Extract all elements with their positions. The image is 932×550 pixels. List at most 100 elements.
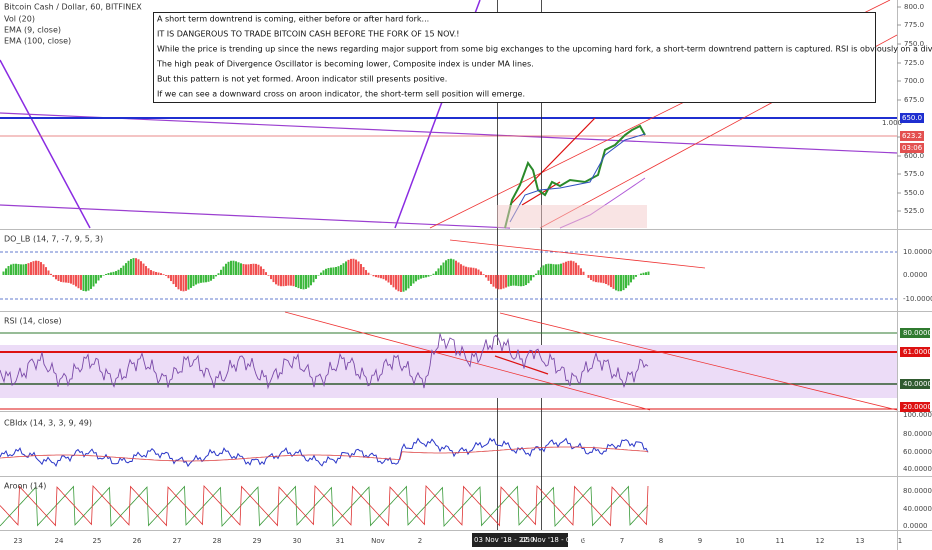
oscillator-bar [407, 275, 410, 289]
oscillator-bar [227, 261, 230, 275]
oscillator-bar [527, 275, 530, 284]
oscillator-bar [467, 267, 470, 275]
oscillator-bar [275, 275, 277, 285]
oscillator-bar [90, 275, 92, 289]
annotation-line: If we can see a downward cross on aroon … [157, 90, 525, 99]
oscillator-bar [190, 275, 192, 288]
cbidx-drawings [0, 437, 649, 468]
oscillator-bar [547, 263, 550, 275]
oscillator-bar [562, 262, 565, 275]
oscillator-bar [127, 260, 130, 275]
price-tick-label: 600.0 [904, 152, 924, 160]
oscillator-bar [622, 275, 625, 291]
oscillator-bar [347, 259, 350, 275]
oscillator-bar [340, 264, 342, 275]
oscillator-bar [100, 275, 102, 278]
oscillator-bar [107, 273, 110, 275]
time-range-end: 05 Nov '18 - 01:00 [521, 536, 586, 544]
oscillator-bar [587, 275, 590, 278]
oscillator-bar [147, 268, 150, 275]
price-tag-label: 03:06 [902, 144, 923, 152]
price-tick-label: 750.0 [904, 40, 924, 48]
oscillator-bar [435, 271, 437, 275]
oscillator-bar [382, 275, 385, 280]
oscillator-bar [492, 275, 495, 287]
oscillator-bar [570, 260, 572, 275]
oscillator-bar [535, 273, 537, 275]
oscillator-bar [105, 273, 107, 275]
price-tick-label: 550.0 [904, 189, 924, 197]
aroon-drawings [0, 485, 649, 527]
oscillator-bar [47, 270, 50, 275]
oscillator-bar [50, 273, 52, 275]
oscillator-bar [175, 275, 177, 287]
oscillator-bar [45, 267, 47, 275]
oscillator-bar [172, 275, 175, 285]
do-drawings [0, 239, 897, 300]
oscillator-bar [272, 275, 275, 283]
oscillator-bar [625, 275, 627, 289]
oscillator-bar [200, 275, 202, 283]
oscillator-bar [590, 275, 592, 281]
oscillator-bar [12, 263, 15, 275]
price-tick-label: 725.0 [904, 59, 924, 67]
time-tick-label: 12 [816, 537, 825, 545]
price-tick-label: 775.0 [904, 21, 924, 29]
oscillator-bar [615, 275, 617, 291]
oscillator-bar [572, 261, 575, 275]
oscillator-bar [17, 264, 20, 275]
annotation-line: IT IS DANGEROUS TO TRADE BITCOIN CASH BE… [157, 30, 459, 39]
oscillator-bar [37, 260, 40, 275]
oscillator-bar [607, 275, 610, 286]
oscillator-bar [150, 270, 152, 275]
oscillator-bar [470, 267, 472, 275]
oscillator-bar [130, 259, 132, 275]
oscillator-bar [57, 275, 60, 281]
time-tick-label: 26 [133, 537, 142, 545]
rsi-drawings [0, 311, 898, 411]
oscillator-bar [325, 268, 327, 275]
oscillator-bar [362, 267, 365, 275]
time-tick-label: 6 [581, 537, 586, 545]
oscillator-bar [327, 267, 330, 275]
oscillator-bar [567, 260, 570, 275]
price-tick-label: 800.0 [904, 3, 924, 11]
level-tag [900, 328, 930, 338]
oscillator-bar [605, 275, 607, 285]
oscillator-bar [472, 267, 475, 275]
oscillator-bar [110, 272, 112, 275]
oscillator-bar [282, 275, 285, 287]
oscillator-bar [342, 263, 345, 275]
oscillator-bar [395, 275, 397, 290]
oscillator-bar [420, 275, 422, 279]
oscillator-bar [455, 260, 457, 275]
oscillator-bar [260, 266, 262, 275]
oscillator-bar [122, 265, 125, 275]
pane-tick-label: -10.0000 [903, 295, 932, 303]
oscillator-bar [465, 266, 467, 275]
oscillator-bar [537, 270, 540, 275]
oscillator-bar [317, 275, 320, 276]
oscillator-bar [425, 275, 427, 278]
pane-title: RSI (14, close) [4, 317, 62, 326]
oscillator-bar [635, 275, 637, 277]
oscillator-bar [207, 275, 210, 282]
oscillator-bar [542, 265, 545, 275]
oscillator-bar [632, 275, 635, 280]
oscillator-bar [387, 275, 390, 283]
oscillator-bar [487, 275, 490, 281]
oscillator-bar [415, 275, 417, 282]
oscillator-bar [290, 275, 292, 286]
oscillator-bar [217, 273, 220, 275]
oscillator-bar [447, 259, 450, 275]
oscillator-bar [392, 275, 395, 288]
oscillator-bar [367, 272, 370, 275]
oscillator-bar [617, 275, 620, 292]
annotation-line: A short term downtrend is coming, either… [157, 15, 429, 24]
oscillator-bar [565, 261, 567, 275]
oscillator-bar [112, 271, 115, 275]
oscillator-bar [610, 275, 612, 288]
time-tick-label: 13 [856, 537, 865, 545]
oscillator-bar [65, 275, 67, 283]
